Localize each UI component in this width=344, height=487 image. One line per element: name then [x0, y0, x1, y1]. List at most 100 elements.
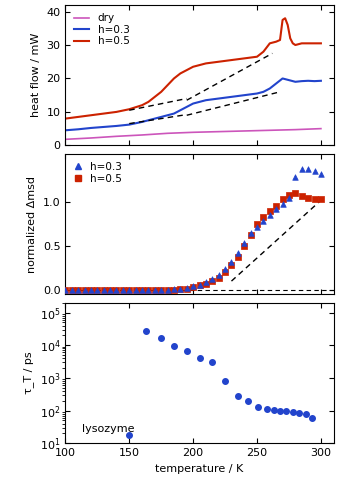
Point	[267, 211, 272, 219]
Point	[178, 285, 183, 293]
Point	[256, 403, 261, 411]
Point	[229, 262, 234, 269]
Y-axis label: τ_T / ps: τ_T / ps	[23, 352, 34, 394]
Point	[271, 406, 276, 414]
Point	[139, 286, 145, 294]
Point	[216, 271, 222, 279]
Point	[82, 286, 87, 294]
Point	[209, 277, 215, 285]
Point	[235, 393, 240, 400]
Point	[190, 283, 196, 291]
Point	[190, 282, 196, 290]
Point	[290, 408, 295, 416]
Point	[248, 229, 254, 237]
Point	[305, 194, 311, 202]
Point	[241, 242, 247, 250]
Point	[114, 286, 119, 294]
Point	[133, 286, 138, 294]
Point	[197, 354, 202, 362]
Point	[280, 196, 285, 204]
Point	[309, 414, 315, 422]
Point	[222, 268, 228, 276]
Point	[280, 200, 285, 208]
Point	[209, 276, 215, 283]
Point	[261, 218, 266, 225]
Point	[203, 280, 209, 288]
Legend: dry, h=0.3, h=0.5: dry, h=0.3, h=0.5	[71, 10, 133, 50]
Point	[127, 286, 132, 294]
Y-axis label: heat flow / mW: heat flow / mW	[31, 33, 41, 117]
Point	[171, 286, 177, 294]
Point	[63, 286, 68, 294]
Point	[229, 258, 234, 266]
Point	[165, 286, 170, 294]
Point	[171, 342, 177, 350]
Point	[203, 278, 209, 286]
Point	[159, 286, 164, 294]
Text: lysozyme: lysozyme	[82, 424, 135, 434]
Point	[165, 286, 170, 294]
Point	[75, 286, 81, 294]
Point	[139, 286, 145, 294]
Point	[63, 286, 68, 294]
Point	[305, 165, 311, 172]
Point	[146, 286, 151, 294]
Point	[197, 281, 202, 289]
Point	[273, 202, 279, 209]
Point	[273, 205, 279, 213]
Point	[120, 286, 126, 294]
Point	[235, 253, 240, 261]
Point	[88, 286, 94, 294]
Point	[197, 281, 202, 288]
Point	[222, 377, 228, 385]
Point	[184, 285, 190, 293]
Point	[95, 286, 100, 294]
Point	[95, 286, 100, 294]
Point	[277, 407, 283, 414]
Point	[178, 285, 183, 293]
Point	[82, 286, 87, 294]
Point	[171, 285, 177, 293]
Point	[159, 286, 164, 294]
Point	[312, 168, 317, 175]
Point	[241, 240, 247, 247]
Point	[152, 286, 158, 294]
Point	[120, 286, 126, 294]
Point	[69, 286, 75, 294]
Point	[101, 286, 106, 294]
Point	[159, 334, 164, 341]
Point	[284, 407, 289, 415]
Point	[286, 194, 292, 202]
Y-axis label: normalized Δmsd: normalized Δmsd	[27, 175, 37, 273]
Point	[152, 286, 158, 294]
Point	[312, 195, 317, 203]
Point	[75, 286, 81, 294]
Point	[299, 192, 304, 200]
Point	[245, 397, 251, 405]
Point	[143, 327, 149, 335]
Point	[216, 274, 222, 281]
Point	[318, 195, 324, 203]
Point	[293, 189, 298, 197]
Point	[146, 286, 151, 294]
Point	[318, 170, 324, 178]
Point	[254, 223, 260, 230]
Point	[107, 286, 113, 294]
Point	[303, 410, 308, 417]
Point	[286, 191, 292, 199]
Point	[114, 286, 119, 294]
Point	[127, 431, 132, 439]
Point	[261, 213, 266, 221]
X-axis label: temperature / K: temperature / K	[155, 464, 244, 473]
Point	[222, 265, 228, 273]
Point	[235, 249, 240, 257]
Point	[184, 284, 190, 292]
Point	[254, 220, 260, 228]
Point	[297, 409, 302, 417]
Point	[293, 173, 298, 181]
Point	[133, 286, 138, 294]
Point	[299, 165, 304, 172]
Legend: h=0.3, h=0.5: h=0.3, h=0.5	[71, 159, 125, 187]
Point	[107, 286, 113, 294]
Point	[69, 286, 75, 294]
